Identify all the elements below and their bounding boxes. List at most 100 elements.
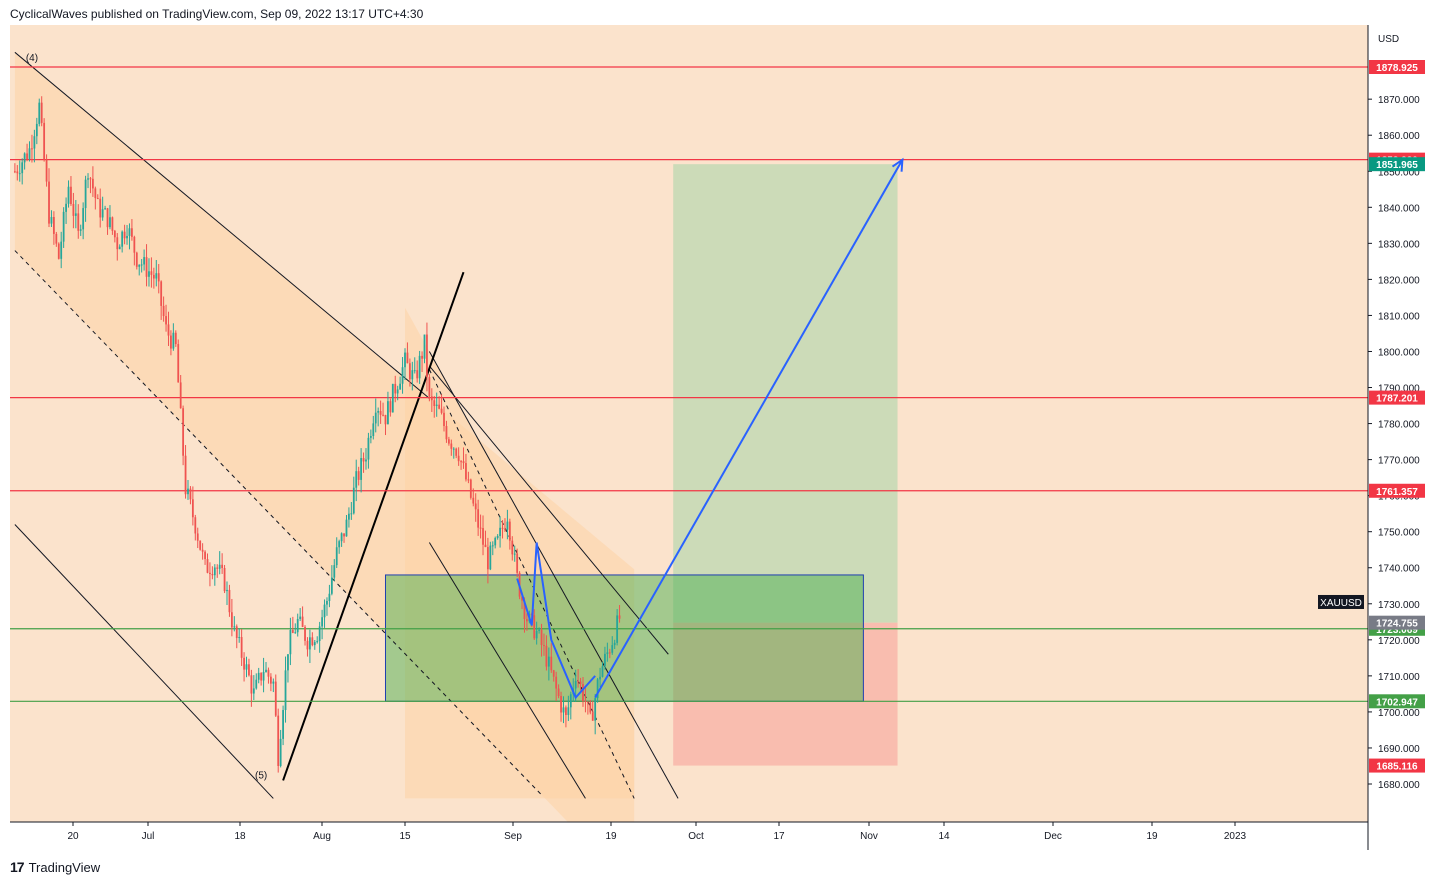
candle-body xyxy=(584,700,587,702)
candle-body xyxy=(494,537,497,546)
wave-zigzag[interactable] xyxy=(516,542,596,700)
candle-body xyxy=(204,551,206,560)
candle-body xyxy=(277,715,280,766)
candle-body xyxy=(382,414,384,416)
candle-body xyxy=(16,171,19,174)
target-zone[interactable] xyxy=(673,164,898,623)
candle-body xyxy=(443,412,445,427)
candle-body xyxy=(230,612,233,628)
candle-body xyxy=(287,654,289,671)
candle-body xyxy=(40,102,43,123)
candle-body xyxy=(28,148,31,159)
candle-body xyxy=(199,540,202,550)
candle-body xyxy=(535,630,538,639)
tradingview-brand: TradingView xyxy=(28,859,101,875)
candle-body xyxy=(238,637,241,639)
projection-arrow[interactable] xyxy=(594,159,904,698)
candle-body xyxy=(469,479,472,498)
candle-body xyxy=(216,567,219,569)
candle-body xyxy=(345,519,348,537)
candle-body xyxy=(357,471,360,480)
channel-line-2[interactable] xyxy=(14,524,274,799)
candle-body xyxy=(311,637,314,646)
channel-line-5[interactable] xyxy=(428,365,669,655)
y-tick-label: 1870.000 xyxy=(1378,95,1420,106)
y-tick-label: 1840.000 xyxy=(1378,203,1420,214)
candle-body xyxy=(447,439,450,444)
candle-body xyxy=(321,617,323,627)
candle-body xyxy=(491,545,494,547)
candle-body xyxy=(143,257,146,265)
candle-body xyxy=(140,264,143,266)
candle-body xyxy=(55,233,58,244)
candle-body xyxy=(455,448,458,456)
candle-body xyxy=(433,400,436,407)
channel-line-4[interactable] xyxy=(428,351,679,799)
candle-body xyxy=(89,178,92,180)
candle-body xyxy=(394,383,397,394)
candle-body xyxy=(579,681,582,685)
candle-body xyxy=(213,567,216,576)
price-chart[interactable]: (4) (5) USD 1680.000 1690.000 1700.000 1710.… xyxy=(0,0,1440,856)
channel-line-0[interactable] xyxy=(14,51,430,399)
candle-body xyxy=(248,664,250,676)
candle-body xyxy=(240,637,243,658)
candle-body xyxy=(162,305,165,317)
candle-body xyxy=(482,528,484,545)
time-axis[interactable] xyxy=(10,822,1430,850)
candle-body xyxy=(367,437,370,460)
candle-body xyxy=(543,645,545,647)
candle-body xyxy=(289,630,292,655)
candle-body xyxy=(21,162,24,174)
publish-header: CyclicalWaves published on TradingView.c… xyxy=(10,7,424,21)
candle-body xyxy=(260,672,263,681)
candle-body xyxy=(423,334,426,359)
candle-body xyxy=(35,123,38,137)
candle-body xyxy=(74,213,77,216)
candle-body xyxy=(465,463,467,480)
y-tick-label: 1680.000 xyxy=(1378,780,1420,791)
candle-body xyxy=(479,527,482,529)
price-badge-1724.755 xyxy=(1369,615,1425,630)
x-tick-label-20: 20 xyxy=(67,831,79,842)
candle-body xyxy=(77,213,80,231)
channel-line-1[interactable] xyxy=(14,250,542,796)
candle-body xyxy=(613,642,616,646)
candle-body xyxy=(299,616,302,619)
channel-line-6[interactable] xyxy=(428,542,586,799)
candle-body xyxy=(369,436,372,438)
candle-body xyxy=(62,211,65,242)
candle-body xyxy=(133,236,136,253)
candle-body xyxy=(379,410,382,415)
candle-body xyxy=(452,448,455,450)
consolidation-box[interactable] xyxy=(384,574,864,702)
x-tick-label-14: 14 xyxy=(938,831,950,842)
x-tick-label-18: 18 xyxy=(234,831,246,842)
candle-body xyxy=(406,352,409,364)
uptrend-line[interactable] xyxy=(282,271,465,781)
candle-body xyxy=(245,664,248,670)
candle-body xyxy=(184,455,187,495)
candle-body xyxy=(182,408,185,456)
y-tick-label: 1820.000 xyxy=(1378,275,1420,286)
candle-body xyxy=(152,274,155,279)
candle-body xyxy=(313,642,316,646)
candle-body xyxy=(521,596,523,601)
candle-body xyxy=(567,707,570,715)
x-tick-label-19: 19 xyxy=(605,831,617,842)
candle-body xyxy=(243,657,245,670)
candle-body xyxy=(489,545,492,570)
candle-body xyxy=(99,198,102,218)
x-tick-label-15: 15 xyxy=(399,831,411,842)
candle-body xyxy=(50,217,53,224)
candle-body xyxy=(92,178,94,189)
candle-body xyxy=(411,370,414,380)
x-tick-label-sep: Sep xyxy=(504,831,522,842)
candle-body xyxy=(516,553,519,573)
candle-body xyxy=(374,412,377,424)
candle-body xyxy=(387,401,389,425)
candle-body xyxy=(508,521,511,541)
candle-body xyxy=(13,171,16,173)
candle-body xyxy=(26,153,28,159)
price-badge-1851.965-text: 1851.965 xyxy=(1376,160,1418,171)
